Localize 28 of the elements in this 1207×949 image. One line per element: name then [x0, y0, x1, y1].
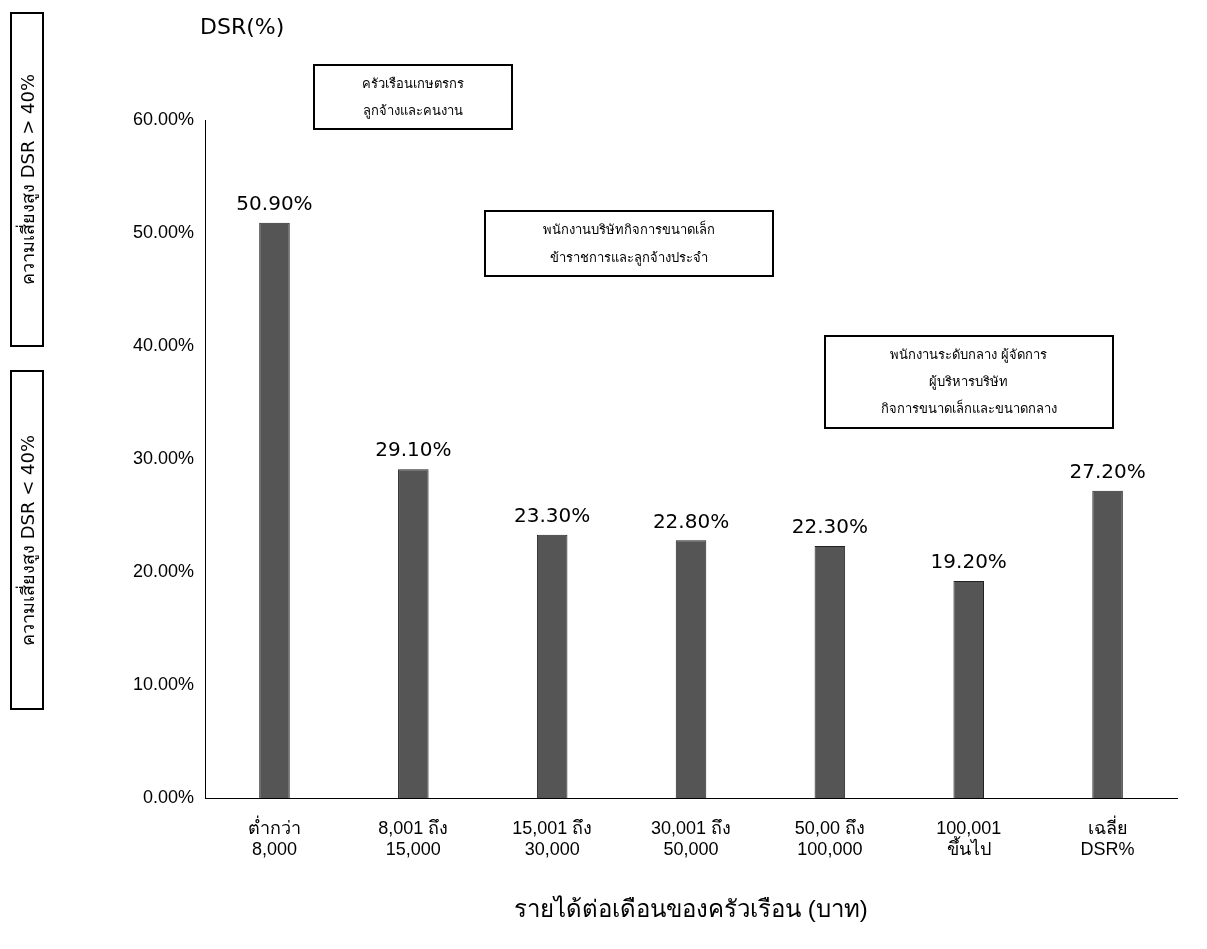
y-tick-label: 60.00% — [132, 108, 195, 129]
text: ครัวเรือนเกษตรกร ลูกจ้างและคนงาน — [313, 63, 514, 131]
y-axis-title: DSR(%) — [200, 14, 285, 39]
data-label: 27.20% — [1069, 458, 1146, 483]
y-tick-label: 50.00% — [132, 221, 195, 242]
data-label: 23.30% — [514, 502, 591, 527]
x-tick-label: 30,001 ถึง 50,000 — [650, 817, 732, 860]
y-tick-label: 20.00% — [132, 560, 195, 581]
data-label: 22.30% — [791, 514, 869, 539]
x-tick-label: 50,00 ถึง 100,000 — [794, 817, 865, 860]
x-axis-title: รายได้ต่อเดือนของครัวเรือน (บาท) — [514, 895, 868, 923]
x-tick-label: ต่ำกว่า 8,000 — [247, 814, 301, 860]
x-tick-label: 100,001 ขึ้นไป — [936, 817, 1002, 860]
data-label: 19.20% — [930, 549, 1007, 574]
y-tick-label: 40.00% — [132, 334, 195, 355]
y-tick-label: 30.00% — [132, 447, 195, 468]
y-tick-label: 10.00% — [132, 673, 195, 694]
annotation: พนักงานระดับกลาง ผู้จัดการ ผู้บริหารบริษัท กิจการขนาดเล็กและขนาดกลาง — [823, 334, 1114, 429]
text: ความเสี่ยงสูง DSR < 40% — [10, 370, 44, 710]
annotation: พนักงานบริษัทกิจการขนาดเล็ก ข้าราชการและลูกจ้างประจำ — [483, 210, 774, 277]
data-label: 50.90% — [236, 191, 313, 216]
y-tick-label: 0.00% — [143, 786, 195, 807]
x-tick-label: 8,001 ถึง 15,000 — [378, 817, 449, 860]
data-label: 22.80% — [652, 508, 730, 533]
x-tick-label: เฉลี่ย DSR% — [1080, 814, 1135, 860]
x-tick-label: 15,001 ถึง 30,000 — [512, 817, 593, 860]
data-label: 29.10% — [375, 437, 452, 462]
text: ความเสี่ยงสูง DSR > 40% — [10, 12, 44, 347]
